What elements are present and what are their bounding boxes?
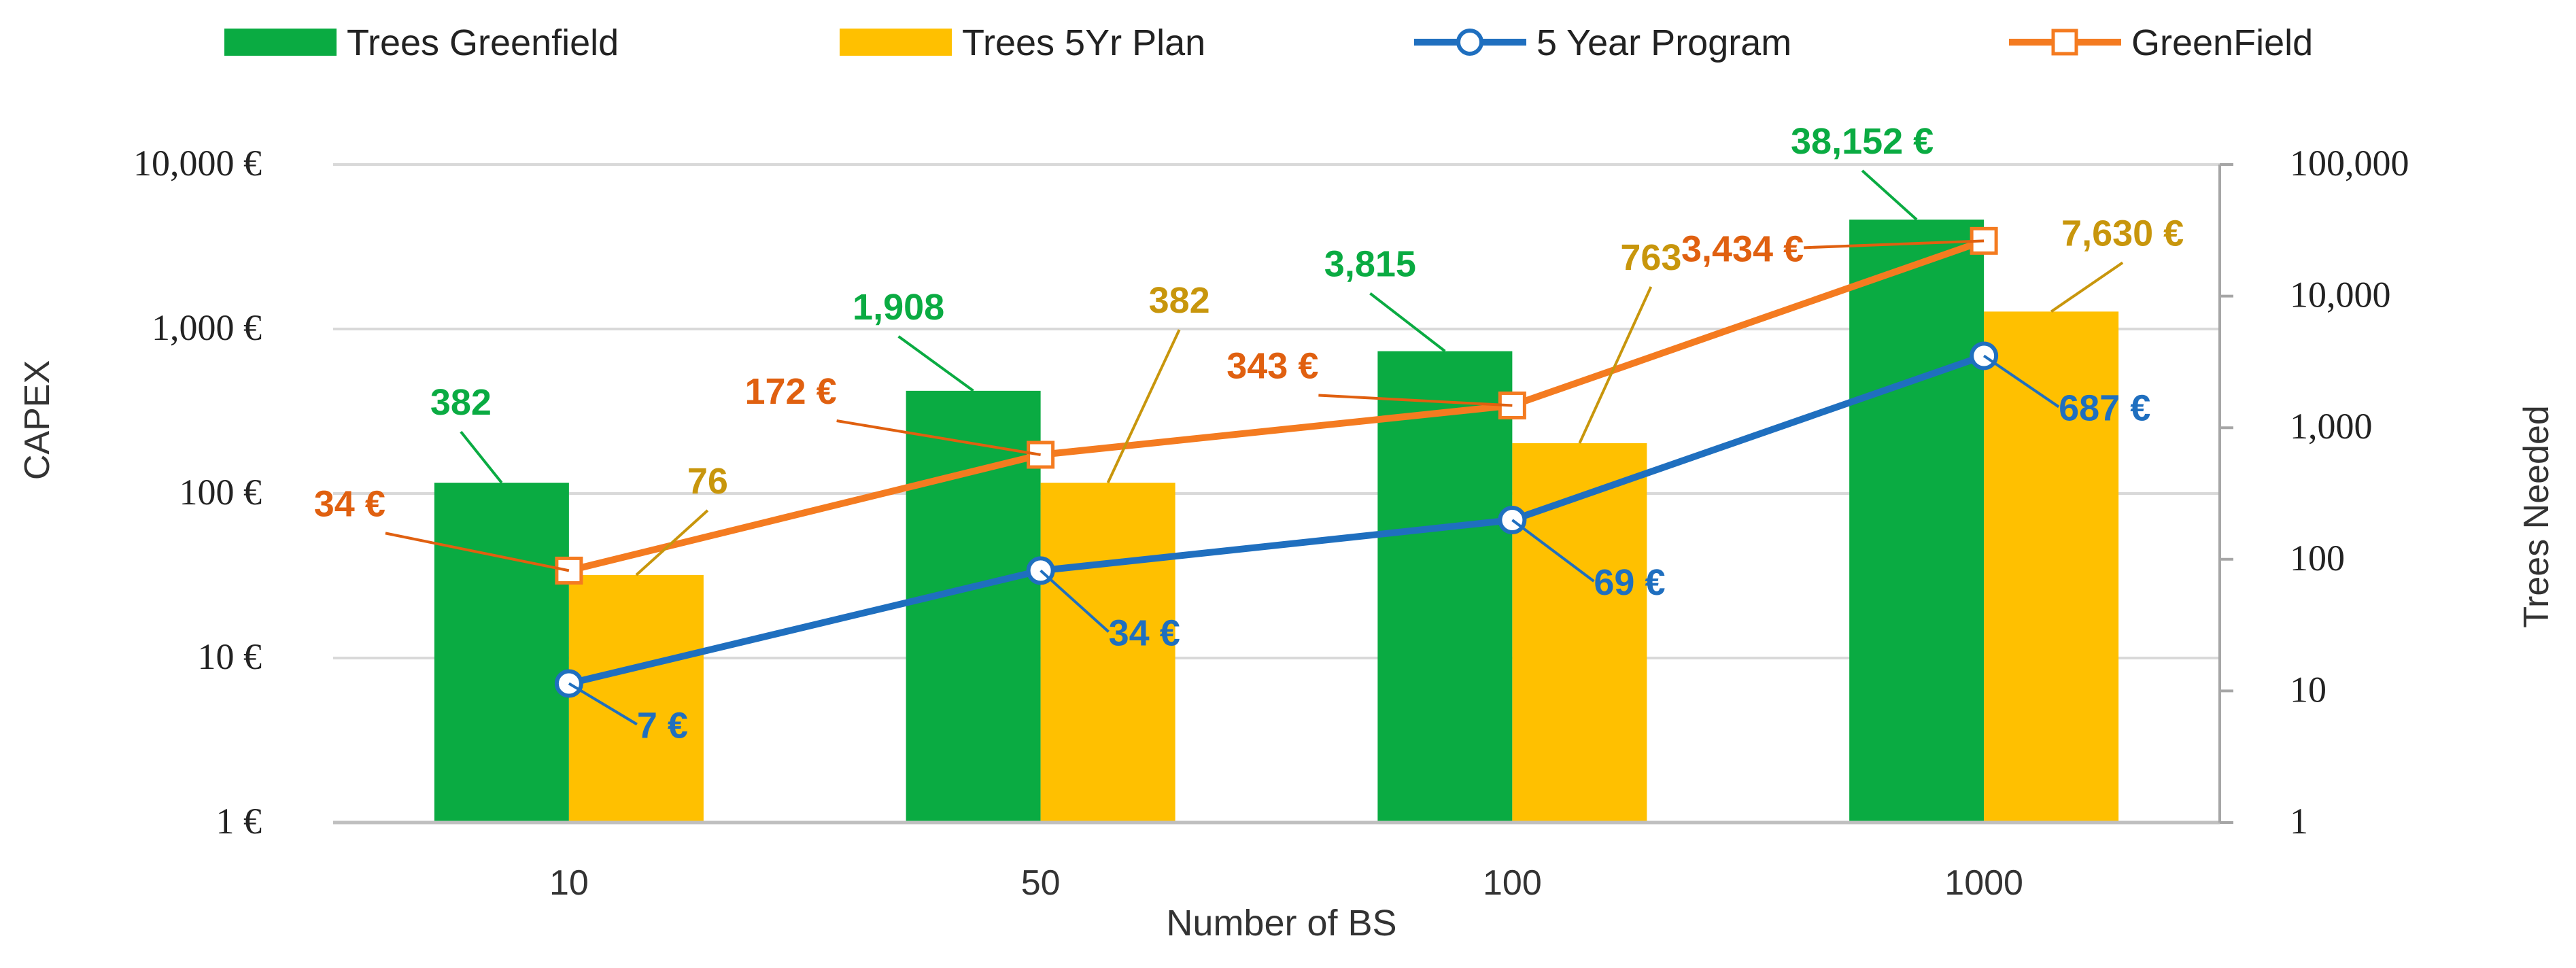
bar-trees-5yr-plan	[1512, 443, 1647, 823]
leader-greenfield	[1318, 394, 1513, 407]
leader-5-year-program	[1040, 569, 1110, 633]
data-label-trees-5yr-plan: 763	[1620, 237, 1681, 278]
series-lines	[554, 226, 1999, 698]
right-tick-label: 1,000	[2290, 406, 2373, 447]
left-axis-title: CAPEX	[18, 360, 57, 480]
right-tick-label: 100	[2290, 538, 2345, 578]
x-tick-label: 1000	[1944, 863, 2023, 903]
data-label-trees-5yr-plan: 7,630 €	[2061, 213, 2184, 254]
leader-5-year-program	[568, 682, 638, 726]
x-axis-title: Number of BS	[1166, 903, 1396, 944]
data-label-greenfield: 34 €	[314, 483, 385, 524]
leader-trees-greenfield	[1369, 292, 1446, 353]
data-label-5-year-program: 687 €	[2059, 387, 2150, 428]
data-label-5-year-program: 7 €	[637, 705, 688, 746]
right-axis-title: Trees Needed	[2517, 405, 2556, 628]
legend-label-trees-5yr-plan: Trees 5Yr Plan	[962, 22, 1205, 63]
right-tick-label: 10	[2290, 669, 2326, 710]
bars	[434, 220, 2119, 823]
bar-trees-greenfield	[1377, 351, 1513, 823]
legend: Trees Greenfield Trees 5Yr Plan 5 Year Pro…	[224, 22, 2313, 63]
legend-marker-greenfield	[2051, 29, 2078, 56]
bar-trees-5yr-plan	[1040, 483, 1175, 823]
leader-trees-5yr-plan	[2050, 261, 2124, 313]
left-tick-label: 100 €	[179, 472, 262, 513]
right-tick-label: 100,000	[2290, 143, 2409, 184]
leader-trees-greenfield	[897, 335, 974, 392]
data-label-5-year-program: 34 €	[1109, 612, 1180, 653]
right-tick-label: 10,000	[2290, 275, 2391, 315]
leader-greenfield	[385, 532, 570, 572]
leader-5-year-program	[1511, 519, 1595, 583]
x-tick-label: 10	[549, 863, 589, 903]
left-tick-label: 10,000 €	[133, 143, 262, 184]
legend-label-trees-greenfield: Trees Greenfield	[347, 22, 619, 63]
data-label-trees-5yr-plan: 76	[687, 461, 728, 502]
leader-greenfield	[836, 419, 1041, 456]
leader-trees-5yr-plan	[635, 509, 709, 576]
leader-greenfield	[1804, 239, 1985, 249]
leader-5-year-program	[1982, 354, 2060, 409]
bar-trees-5yr-plan	[1984, 311, 2119, 823]
leader-trees-5yr-plan	[1578, 286, 1653, 444]
data-labels: 382 1,908 3,815 38,152 € 76 382 763 7,630 € 7 € 3…	[314, 121, 2184, 746]
bar-trees-greenfield	[434, 483, 569, 823]
legend-label-greenfield: GreenField	[2131, 22, 2313, 63]
left-tick-label: 1 €	[216, 801, 262, 842]
x-tick-label: 50	[1021, 863, 1061, 903]
x-tick-label: 100	[1483, 863, 1542, 903]
legend-swatch-trees-greenfield	[224, 29, 337, 56]
bar-trees-greenfield	[1849, 220, 1985, 823]
axes: 1 € 10 € 100 € 1,000 € 10,000 € 1 10 100 1,000 10…	[133, 143, 2409, 903]
label-leader-lines	[385, 169, 2124, 726]
data-label-greenfield: 172 €	[744, 371, 836, 412]
data-label-greenfield: 3,434 €	[1681, 228, 1804, 269]
data-label-trees-greenfield: 1,908	[853, 287, 944, 328]
left-tick-label: 10 €	[198, 636, 262, 677]
data-label-trees-greenfield: 382	[430, 382, 492, 423]
line-greenfield	[568, 237, 1985, 574]
right-tick-label: 1	[2290, 801, 2308, 842]
legend-swatch-trees-5yr-plan	[840, 29, 952, 56]
legend-marker-5-year-program	[1456, 29, 1483, 56]
leader-trees-greenfield	[460, 430, 503, 484]
bar-trees-greenfield	[906, 390, 1041, 823]
data-label-5-year-program: 69 €	[1594, 562, 1665, 603]
line-5-year-program	[568, 352, 1985, 687]
leader-trees-greenfield	[1861, 169, 1918, 221]
data-label-trees-greenfield: 38,152 €	[1791, 121, 1934, 162]
legend-label-5-year-program: 5 Year Program	[1536, 22, 1791, 63]
data-label-greenfield: 343 €	[1226, 345, 1318, 386]
left-tick-label: 1,000 €	[152, 307, 262, 348]
bar-trees-5yr-plan	[568, 574, 704, 823]
leader-trees-5yr-plan	[1106, 329, 1181, 483]
data-label-trees-5yr-plan: 382	[1149, 280, 1210, 321]
data-label-trees-greenfield: 3,815	[1324, 244, 1416, 285]
